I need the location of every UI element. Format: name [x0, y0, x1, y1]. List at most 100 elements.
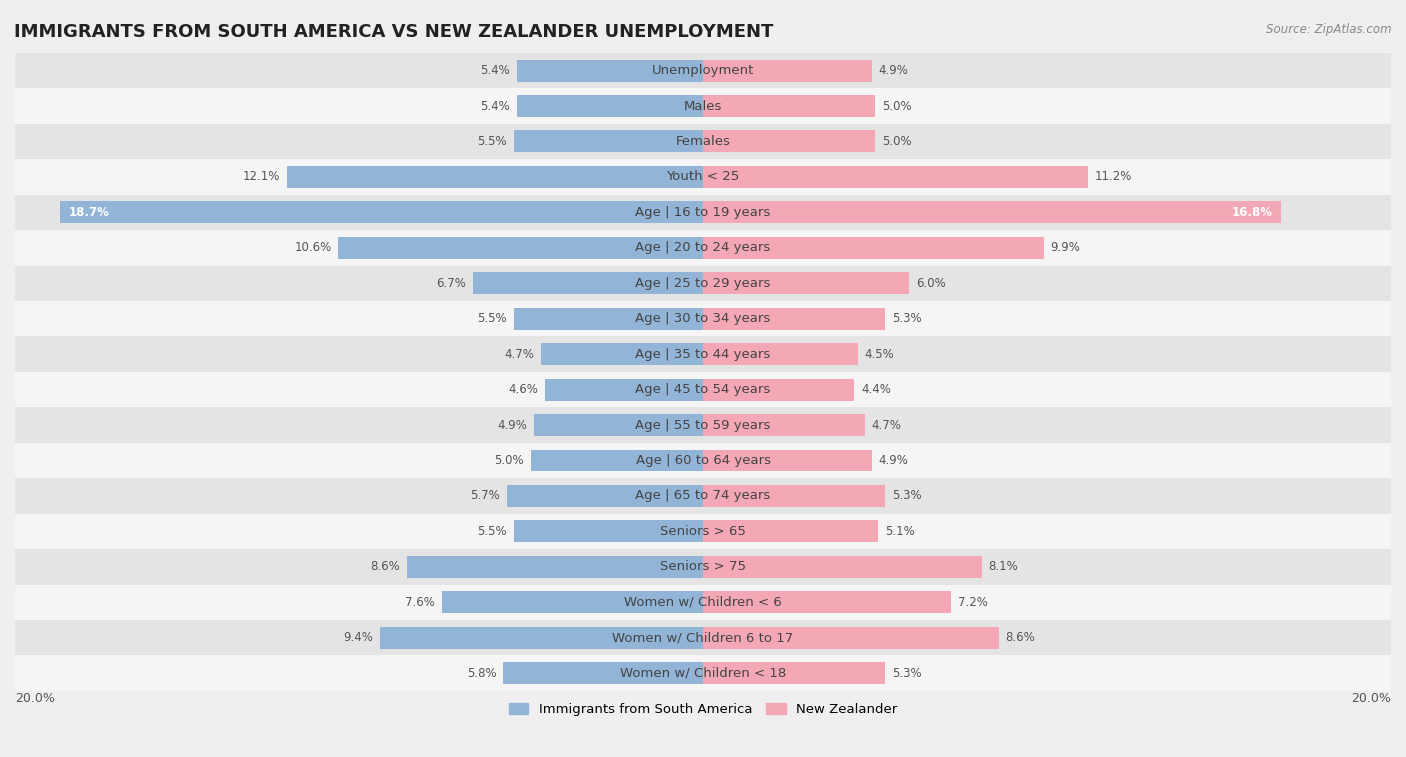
Bar — [703, 201, 1281, 223]
Bar — [517, 95, 703, 117]
Bar — [503, 662, 703, 684]
Text: 9.4%: 9.4% — [343, 631, 373, 644]
Text: Males: Males — [683, 99, 723, 113]
Bar — [15, 407, 1391, 443]
Text: Age | 65 to 74 years: Age | 65 to 74 years — [636, 490, 770, 503]
Text: 4.6%: 4.6% — [508, 383, 538, 396]
Bar — [15, 266, 1391, 301]
Bar — [513, 520, 703, 542]
Text: 5.0%: 5.0% — [882, 135, 911, 148]
Legend: Immigrants from South America, New Zealander: Immigrants from South America, New Zeala… — [502, 696, 904, 723]
Text: 4.4%: 4.4% — [862, 383, 891, 396]
Bar — [544, 378, 703, 400]
Text: Women w/ Children < 18: Women w/ Children < 18 — [620, 667, 786, 680]
Bar — [703, 591, 950, 613]
Bar — [15, 584, 1391, 620]
Text: 5.4%: 5.4% — [481, 64, 510, 77]
Bar — [15, 514, 1391, 549]
Bar — [703, 95, 875, 117]
Bar — [15, 620, 1391, 656]
Bar — [15, 372, 1391, 407]
Text: Seniors > 75: Seniors > 75 — [659, 560, 747, 573]
Bar — [15, 89, 1391, 123]
Bar — [15, 478, 1391, 514]
Bar — [15, 656, 1391, 691]
Bar — [517, 60, 703, 82]
Text: 9.9%: 9.9% — [1050, 241, 1080, 254]
Text: 6.7%: 6.7% — [436, 277, 465, 290]
Text: 5.0%: 5.0% — [495, 454, 524, 467]
Text: 20.0%: 20.0% — [1351, 692, 1391, 705]
Text: Women w/ Children < 6: Women w/ Children < 6 — [624, 596, 782, 609]
Bar — [541, 343, 703, 365]
Text: Unemployment: Unemployment — [652, 64, 754, 77]
Bar — [287, 166, 703, 188]
Text: Age | 60 to 64 years: Age | 60 to 64 years — [636, 454, 770, 467]
Text: Age | 25 to 29 years: Age | 25 to 29 years — [636, 277, 770, 290]
Text: 8.6%: 8.6% — [371, 560, 401, 573]
Text: 5.1%: 5.1% — [886, 525, 915, 538]
Text: 5.3%: 5.3% — [893, 490, 922, 503]
Bar — [703, 237, 1043, 259]
Bar — [508, 485, 703, 507]
Text: 4.9%: 4.9% — [879, 64, 908, 77]
Text: 5.0%: 5.0% — [882, 99, 911, 113]
Text: Age | 45 to 54 years: Age | 45 to 54 years — [636, 383, 770, 396]
Text: 20.0%: 20.0% — [15, 692, 55, 705]
Text: 5.5%: 5.5% — [477, 312, 508, 326]
Text: Females: Females — [675, 135, 731, 148]
Text: 16.8%: 16.8% — [1232, 206, 1272, 219]
Bar — [703, 130, 875, 152]
Text: 4.9%: 4.9% — [498, 419, 527, 431]
Bar — [703, 378, 855, 400]
Text: 5.3%: 5.3% — [893, 312, 922, 326]
Text: 11.2%: 11.2% — [1095, 170, 1133, 183]
Text: 5.5%: 5.5% — [477, 525, 508, 538]
Text: 4.7%: 4.7% — [505, 347, 534, 360]
Text: IMMIGRANTS FROM SOUTH AMERICA VS NEW ZEALANDER UNEMPLOYMENT: IMMIGRANTS FROM SOUTH AMERICA VS NEW ZEA… — [14, 23, 773, 41]
Text: 5.5%: 5.5% — [477, 135, 508, 148]
Text: Age | 55 to 59 years: Age | 55 to 59 years — [636, 419, 770, 431]
Text: 4.5%: 4.5% — [865, 347, 894, 360]
Text: Age | 30 to 34 years: Age | 30 to 34 years — [636, 312, 770, 326]
Bar — [15, 195, 1391, 230]
Bar — [703, 556, 981, 578]
Bar — [703, 414, 865, 436]
Bar — [15, 123, 1391, 159]
Text: Age | 16 to 19 years: Age | 16 to 19 years — [636, 206, 770, 219]
Bar — [703, 450, 872, 472]
Text: 5.7%: 5.7% — [470, 490, 501, 503]
Text: Women w/ Children 6 to 17: Women w/ Children 6 to 17 — [613, 631, 793, 644]
Bar — [472, 273, 703, 294]
Text: Age | 35 to 44 years: Age | 35 to 44 years — [636, 347, 770, 360]
Bar — [441, 591, 703, 613]
Bar — [15, 53, 1391, 89]
Bar — [339, 237, 703, 259]
Text: Seniors > 65: Seniors > 65 — [659, 525, 747, 538]
Text: 7.6%: 7.6% — [405, 596, 434, 609]
Bar — [15, 336, 1391, 372]
Text: Youth < 25: Youth < 25 — [666, 170, 740, 183]
Text: 4.7%: 4.7% — [872, 419, 901, 431]
Bar — [703, 273, 910, 294]
Text: 4.9%: 4.9% — [879, 454, 908, 467]
Text: 7.2%: 7.2% — [957, 596, 987, 609]
Bar — [15, 159, 1391, 195]
Bar — [703, 485, 886, 507]
Bar — [380, 627, 703, 649]
Bar — [703, 662, 886, 684]
Text: 8.6%: 8.6% — [1005, 631, 1035, 644]
Bar — [513, 130, 703, 152]
Text: 6.0%: 6.0% — [917, 277, 946, 290]
Bar — [703, 60, 872, 82]
Text: 10.6%: 10.6% — [294, 241, 332, 254]
Bar — [534, 414, 703, 436]
Bar — [513, 308, 703, 330]
Bar — [15, 443, 1391, 478]
Text: Source: ZipAtlas.com: Source: ZipAtlas.com — [1267, 23, 1392, 36]
Bar — [703, 166, 1088, 188]
Text: 18.7%: 18.7% — [69, 206, 110, 219]
Text: 12.1%: 12.1% — [242, 170, 280, 183]
Bar — [59, 201, 703, 223]
Bar — [15, 230, 1391, 266]
